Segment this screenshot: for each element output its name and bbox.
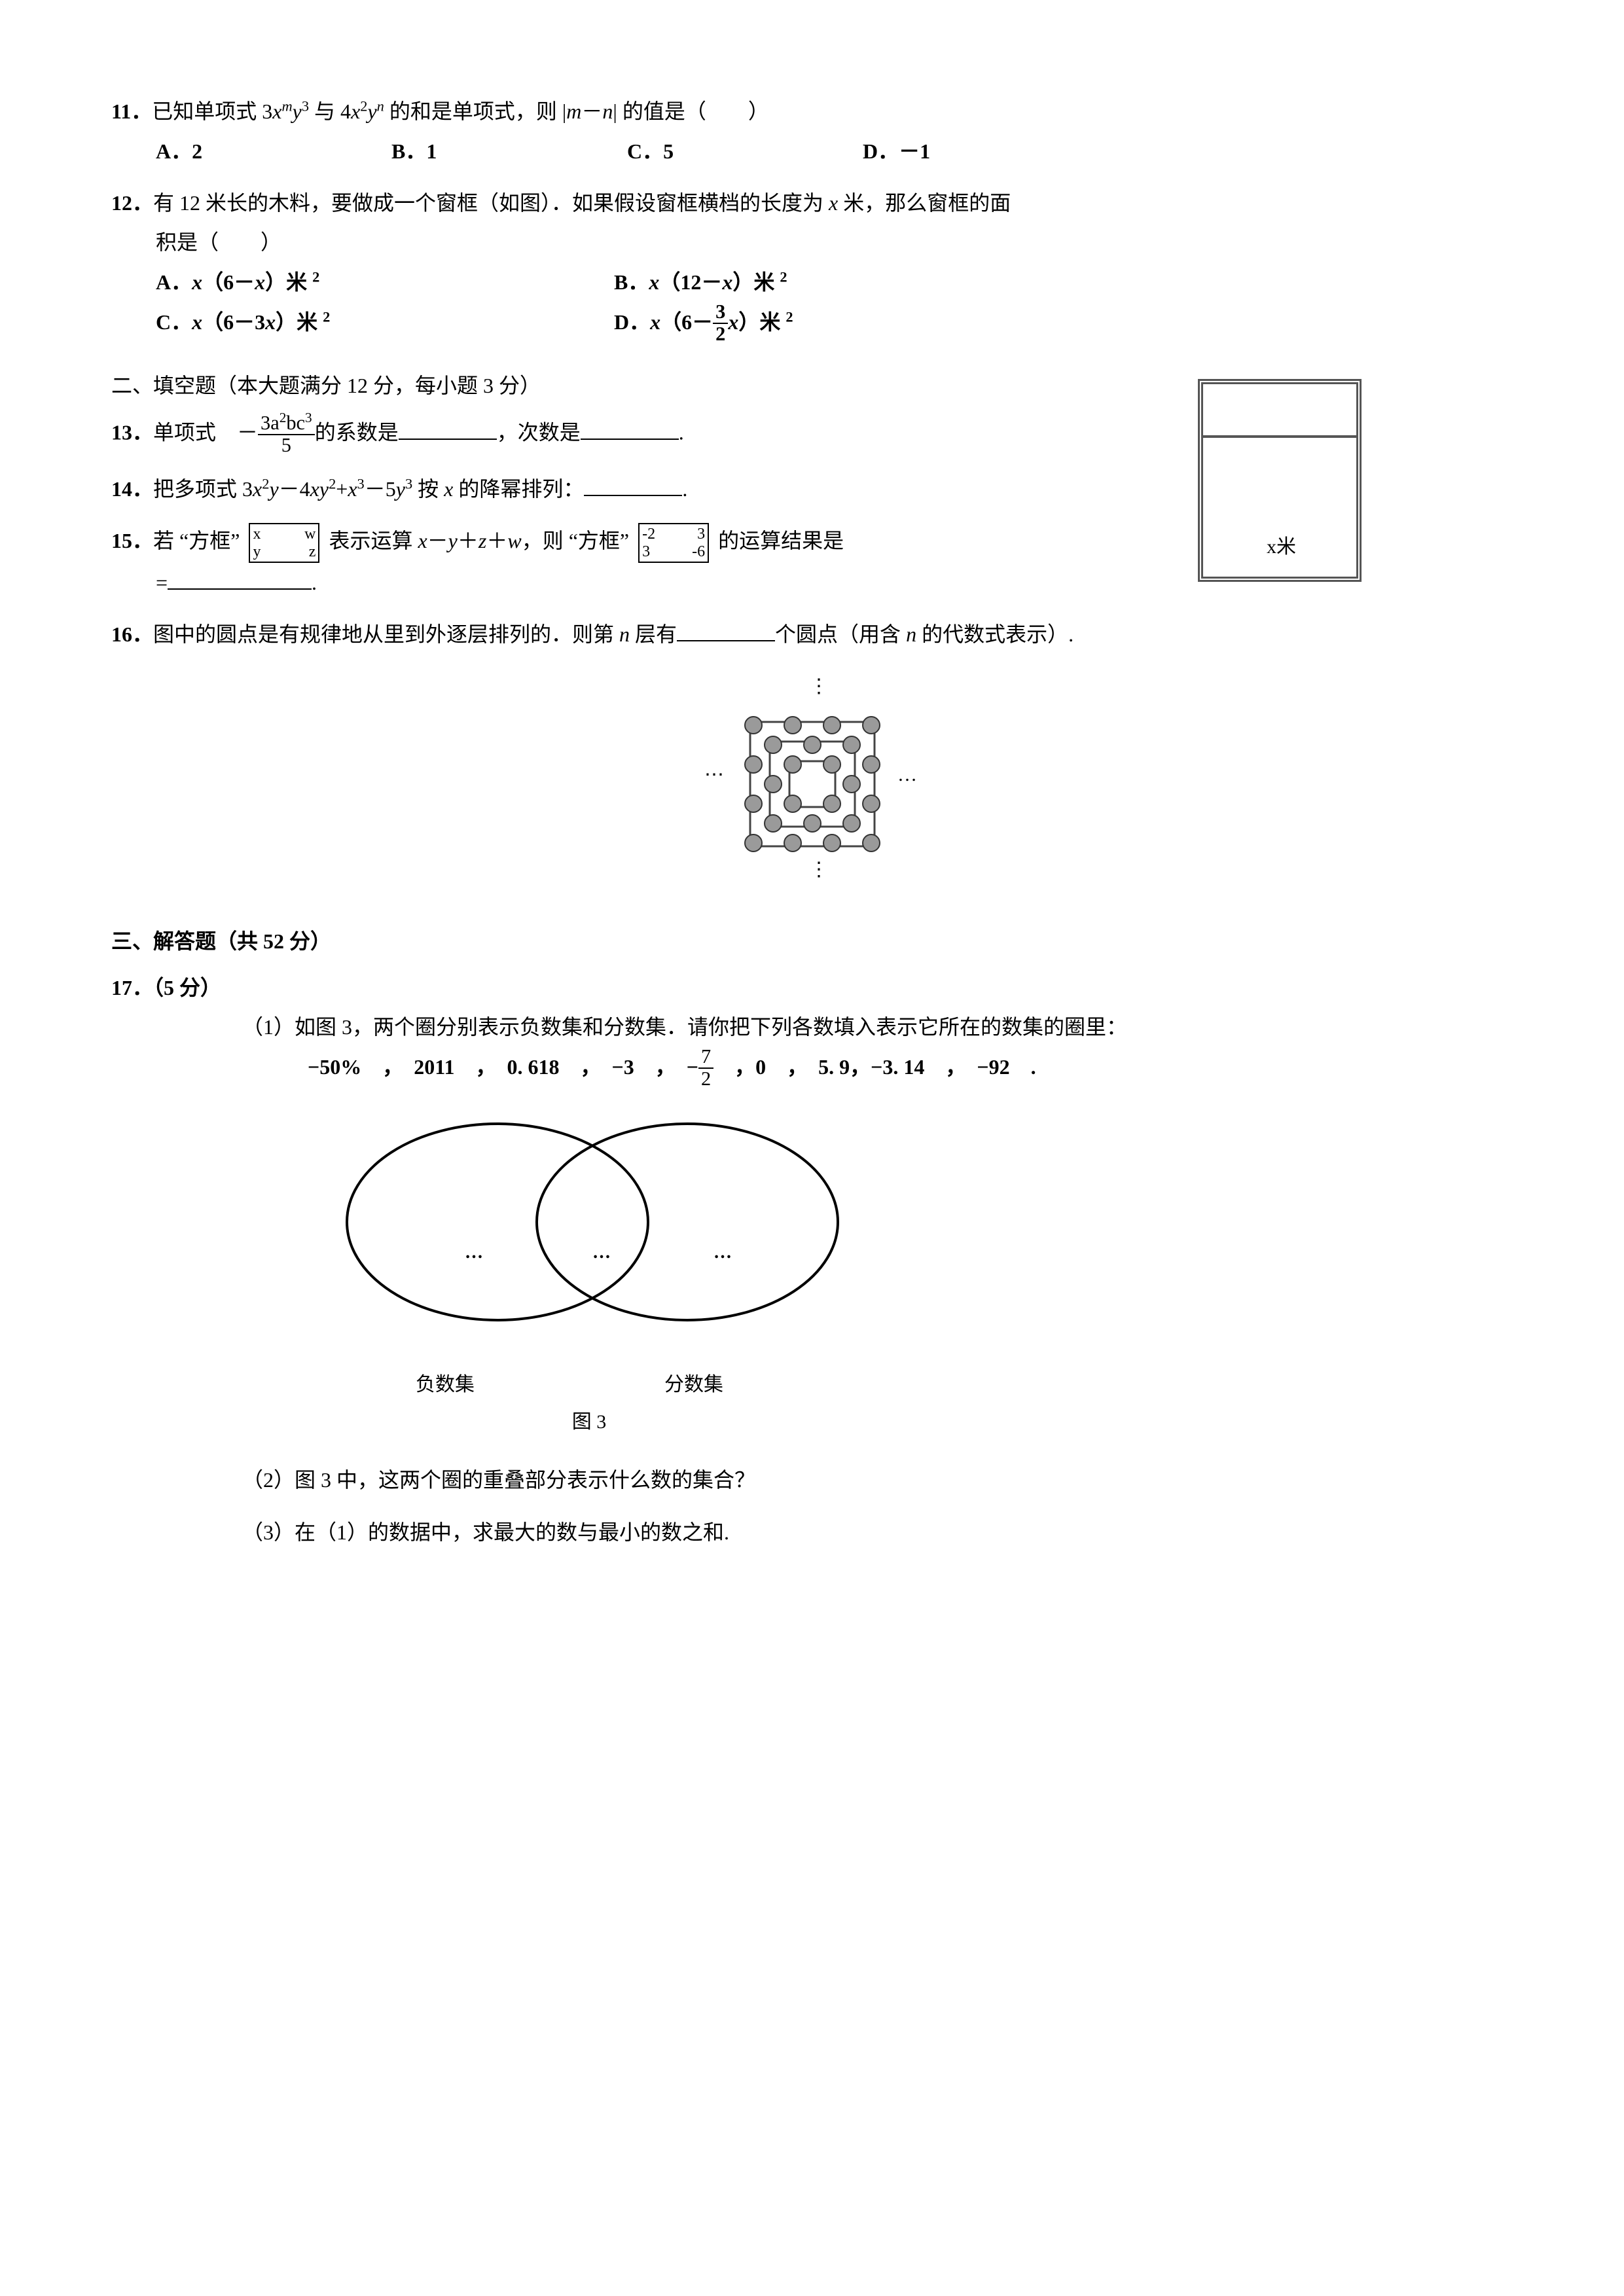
venn-label-left: 负数集 [321, 1366, 569, 1403]
q12-options-row1: A．x（6－x）米 2 B．x（12－x）米 2 [111, 262, 1513, 302]
q11-options: A．2 B．1 C．5 D．－1 [111, 132, 1513, 171]
q17-numbers: −50% ， 2011 ， 0. 618 ， −3 ， −72 ，0 ， 5. … [111, 1047, 1513, 1091]
q12-options-row2: C．x（6－3x）米 2 D．x（6－32x）米 2 [111, 302, 1513, 346]
q17-num: 17． [111, 976, 153, 999]
q12-opt-d: D．x（6－32x）米 2 [614, 302, 1072, 346]
blank [399, 417, 497, 440]
q12-opt-a: A．x（6－x）米 2 [156, 262, 614, 302]
svg-text:…: … [713, 1242, 732, 1263]
question-12: 12．有 12 米长的木料，要做成一个窗框（如图）．如果假设窗框横档的长度为 x… [111, 183, 1513, 346]
q11-num: 11． [111, 99, 152, 123]
q11-opt-b: B．1 [391, 132, 627, 171]
question-17: 17．（5 分） （1）如图 3，两个圈分别表示负数集和分数集．请你把下列各数填… [111, 968, 1513, 1553]
q12-opt-c: C．x（6－3x）米 2 [156, 302, 614, 346]
q11-opt-c: C．5 [627, 132, 863, 171]
operator-box-nums: -23 3-6 [638, 523, 709, 563]
venn-labels: 负数集 分数集 [321, 1366, 857, 1403]
venn-label-right: 分数集 [569, 1366, 818, 1403]
window-figure: x米 [1198, 379, 1362, 582]
q12-num: 12． [111, 191, 153, 215]
q11-stem: 11．已知单项式 3xmy3 与 4x2yn 的和是单项式，则 |m－n| 的值… [111, 92, 1513, 132]
q11-opt-a: A．2 [156, 132, 391, 171]
blank [584, 473, 682, 496]
svg-text:…: … [897, 764, 917, 785]
q17-part3: （3）在（1）的数据中，求最大的数与最小的数之和. [111, 1513, 1513, 1552]
svg-text:⋯: ⋯ [704, 764, 724, 785]
svg-text:…: … [592, 1242, 611, 1263]
svg-text:…: … [465, 1242, 483, 1263]
dot-pattern-diagram: ⋯ … ⋮ ⋮ [662, 666, 963, 902]
q12-opt-b: B．x（12－x）米 2 [614, 262, 1072, 302]
q12-stem: 12．有 12 米长的木料，要做成一个窗框（如图）．如果假设窗框横档的长度为 x… [111, 183, 1513, 223]
q14-num: 14． [111, 477, 153, 501]
q15-num: 15． [111, 529, 153, 552]
q17-points: （5 分） [153, 976, 221, 999]
svg-text:⋮: ⋮ [809, 675, 829, 697]
q17-part1: （1）如图 3，两个圈分别表示负数集和分数集．请你把下列各数填入表示它所在的数集… [111, 1007, 1513, 1047]
question-16: 16．图中的圆点是有规律地从里到外逐层排列的．则第 n 层有个圆点（用含 n 的… [111, 615, 1513, 655]
q16-num: 16． [111, 622, 153, 646]
window-label: x米 [1267, 528, 1296, 565]
q12-stem2: 积是（ ） [111, 223, 1513, 262]
q13-num: 13． [111, 421, 153, 444]
venn-diagram-wrap: … … … 负数集 分数集 图 3 [321, 1104, 1513, 1441]
section-3-title: 三、解答题（共 52 分） [111, 922, 1513, 961]
svg-text:⋮: ⋮ [809, 859, 829, 880]
blank [581, 417, 679, 440]
q17-part2: （2）图 3 中，这两个圈的重叠部分表示什么数的集合？ [111, 1460, 1513, 1500]
blank [168, 567, 312, 590]
venn-caption: 图 3 [321, 1403, 857, 1441]
question-11: 11．已知单项式 3xmy3 与 4x2yn 的和是单项式，则 |m－n| 的值… [111, 92, 1513, 171]
blank [677, 619, 775, 641]
operator-box-vars: xw yz [249, 523, 319, 563]
q11-opt-d: D．－1 [863, 132, 1098, 171]
venn-diagram: … … … [321, 1104, 857, 1353]
